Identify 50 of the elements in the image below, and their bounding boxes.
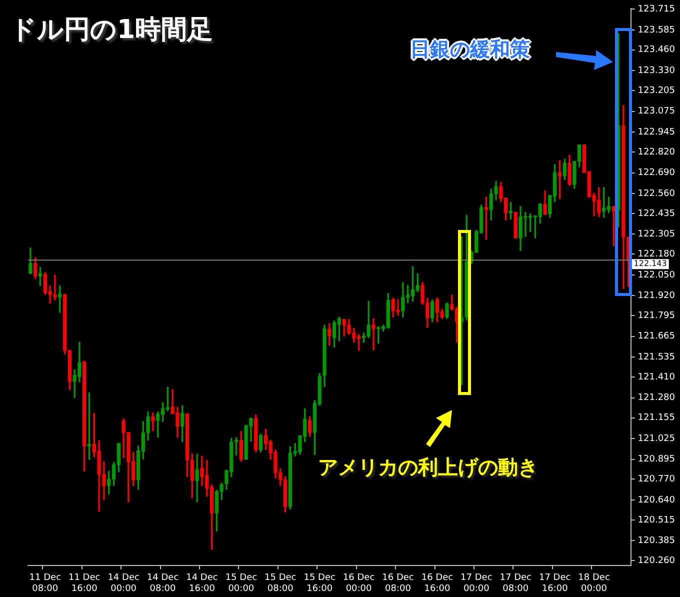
y-tick-label: 120.640 — [638, 495, 676, 506]
y-tick-label: 121.665 — [638, 332, 675, 342]
y-tick-label: 123.460 — [638, 45, 676, 56]
x-tick-label: 15 Dec 00:00 — [225, 573, 258, 594]
y-tick-label: 121.155 — [638, 413, 675, 424]
x-tick-label: 14 Dec 00:00 — [108, 573, 140, 594]
y-tick-label: 123.075 — [638, 106, 675, 117]
annotation: 日銀の緩和策 — [410, 36, 530, 63]
y-tick-label: 121.280 — [638, 393, 676, 404]
ref-line-label: 122.143 — [634, 259, 667, 268]
candlestick — [151, 412, 155, 432]
y-tick-label: 122.560 — [638, 188, 676, 199]
x-tick-label: 16 Dec 16:00 — [421, 573, 454, 594]
annotation: アメリカの利上げの動き — [318, 454, 538, 481]
y-tick-label: 121.410 — [638, 372, 676, 382]
y-tick-label: 120.895 — [638, 454, 675, 465]
x-tick-label: 15 Dec 08:00 — [264, 573, 296, 594]
x-tick-label: 14 Dec 16:00 — [186, 573, 218, 594]
x-tick-label: 17 Dec 16:00 — [538, 573, 571, 594]
x-tick-label: 16 Dec 00:00 — [342, 573, 375, 594]
y-tick-label: 122.435 — [638, 208, 675, 219]
y-tick-label: 120.385 — [638, 536, 675, 546]
x-tick-label: 14 Dec 08:00 — [146, 573, 179, 594]
y-tick-label: 120.515 — [638, 515, 675, 526]
y-tick-label: 121.025 — [638, 434, 675, 444]
x-tick-label: 16 Dec 08:00 — [382, 573, 414, 594]
y-tick-label: 122.180 — [638, 250, 676, 260]
y-tick-label: 122.820 — [638, 147, 676, 158]
y-tick-label: 123.585 — [638, 25, 675, 36]
y-tick-label: 121.920 — [638, 291, 676, 302]
y-tick-label: 121.795 — [638, 310, 675, 321]
x-tick-label: 17 Dec 00:00 — [460, 573, 492, 594]
y-tick-label: 121.535 — [638, 352, 675, 362]
y-tick-label: 122.690 — [638, 168, 676, 178]
x-tick-label: 11 Dec 08:00 — [29, 573, 62, 594]
y-tick-label: 123.330 — [638, 66, 676, 76]
y-tick-label: 122.305 — [638, 230, 675, 240]
candlestick — [195, 454, 199, 502]
y-tick-label: 122.945 — [638, 127, 675, 138]
y-tick-label: 123.205 — [638, 86, 675, 96]
candlestick — [372, 318, 376, 351]
chart-title: ドル円の1時間足 — [10, 14, 214, 47]
x-tick-label: 15 Dec 16:00 — [304, 573, 336, 594]
x-tick-label: 11 Dec 16:00 — [68, 573, 100, 594]
x-tick-label: 17 Dec 08:00 — [500, 573, 532, 594]
y-tick-label: 123.715 — [638, 4, 675, 15]
y-tick-label: 122.050 — [638, 270, 676, 280]
x-tick-label: 18 Dec 00:00 — [578, 573, 610, 594]
y-tick-label: 120.260 — [638, 556, 676, 566]
y-tick-label: 120.770 — [638, 474, 676, 485]
